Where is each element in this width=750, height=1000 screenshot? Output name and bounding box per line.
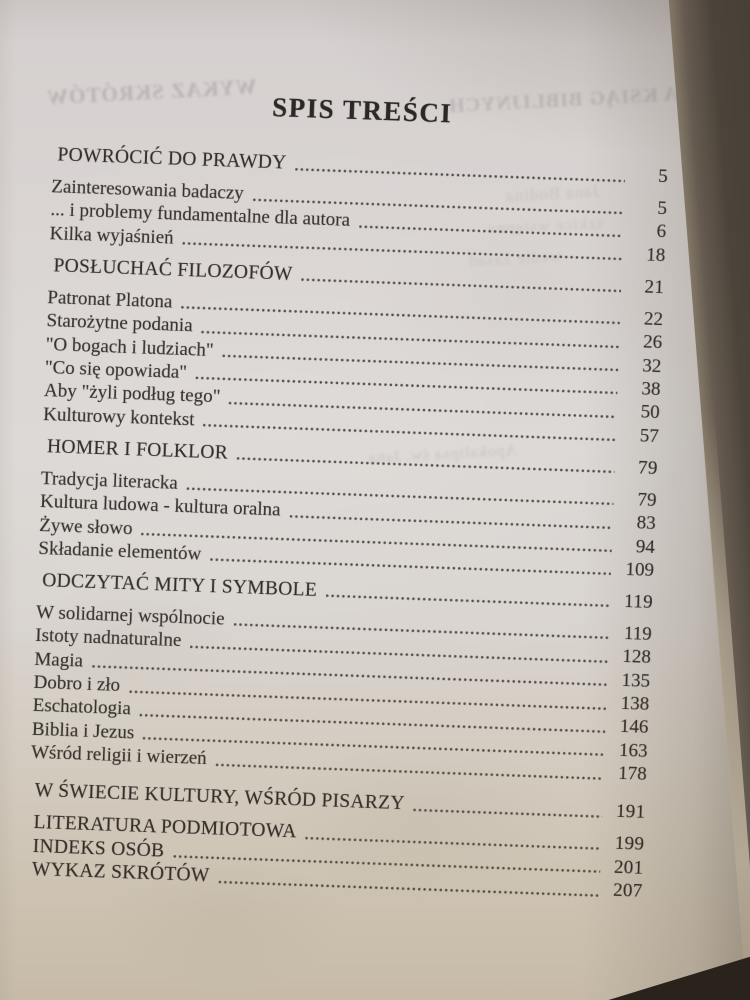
dot-leader bbox=[236, 457, 615, 474]
toc-entry-page: 138 bbox=[620, 692, 650, 715]
toc-entry-page: 201 bbox=[613, 856, 644, 879]
toc-entry-label: "O bogach i ludziach" bbox=[45, 333, 214, 361]
toc-entry-page: 163 bbox=[618, 739, 648, 762]
dot-leader bbox=[182, 242, 623, 261]
toc-entry-label: Biblia i Jezus bbox=[31, 718, 135, 744]
toc-entry-page: 199 bbox=[614, 833, 645, 856]
toc-entry-label: ODCZYTAĆ MITY I SYMBOLE bbox=[41, 570, 318, 601]
toc-entry-page: 5 bbox=[657, 197, 668, 220]
toc-entry-label: POSŁUCHAĆ FILOZOFÓW bbox=[53, 255, 293, 285]
toc-entry-page: 38 bbox=[641, 378, 661, 401]
dot-leader bbox=[325, 594, 610, 608]
dot-leader bbox=[413, 808, 603, 819]
dot-leader bbox=[210, 558, 611, 576]
toc-entry-page: 207 bbox=[612, 879, 643, 902]
toc-entry-label: INDEKS OSÓB bbox=[32, 835, 165, 862]
toc-entry-page: 191 bbox=[615, 801, 646, 824]
toc-entry-label: Kulturowy kontekst bbox=[42, 403, 195, 431]
toc-entry-page: 128 bbox=[622, 646, 652, 669]
dot-leader bbox=[215, 763, 604, 781]
toc-entry-label: Istoty nadnaturalne bbox=[34, 625, 182, 652]
toc-entry-page: 135 bbox=[621, 669, 651, 692]
toc-content: SPIS TREŚCI POWRÓCIĆ DO PRAWDY 5 Zainteres… bbox=[26, 84, 670, 905]
toc-entry-label: W ŚWIECIE KULTURY, WŚRÓD PISARZY bbox=[34, 780, 406, 815]
toc-entry-page: 83 bbox=[636, 512, 657, 535]
toc-entry-page: 22 bbox=[643, 308, 664, 330]
toc-entry-label: Starożytne podania bbox=[46, 310, 194, 337]
toc-entry-page: 94 bbox=[635, 535, 656, 558]
toc-entry-page: 79 bbox=[637, 489, 657, 511]
toc-entry-page: 5 bbox=[657, 165, 669, 188]
toc-entry-label: "Co się opowiada" bbox=[44, 357, 188, 384]
toc-entry-page: 109 bbox=[625, 558, 655, 581]
dot-leader bbox=[203, 423, 616, 442]
toc-entry-label: Kilka wyjaśnień bbox=[49, 222, 175, 249]
toc-entry-label: Aby "żyli podług tego" bbox=[43, 380, 221, 408]
toc-entry-page: 50 bbox=[640, 401, 661, 424]
toc-entry-label: HOMER I FOLKLOR bbox=[46, 435, 229, 464]
toc-entry-label: Eschatologia bbox=[32, 695, 132, 720]
toc-entry-page: 18 bbox=[645, 244, 666, 266]
toc-entry-page: 146 bbox=[619, 716, 649, 739]
toc-entry-label: Żywe słowo bbox=[38, 514, 133, 539]
toc-entry-page: 79 bbox=[637, 457, 659, 479]
toc-entry-page: 26 bbox=[642, 331, 663, 354]
toc-entry-label: Tradycja literacka bbox=[40, 467, 179, 494]
toc-entry-page: 119 bbox=[623, 590, 654, 613]
toc-entry-label: Dobro i zło bbox=[33, 671, 121, 697]
toc-entry-label: WYKAZ SKRÓTÓW bbox=[31, 858, 210, 887]
dot-leader bbox=[301, 278, 622, 293]
dot-leader bbox=[295, 167, 625, 183]
toc-entry-label: Wśród religii i wierzeń bbox=[30, 742, 208, 770]
toc-entry-label: Składanie elementów bbox=[38, 537, 202, 565]
toc-entry-label: POWRÓCIĆ DO PRAWDY bbox=[57, 144, 287, 174]
toc-entry-page: 21 bbox=[644, 276, 665, 298]
toc-entry-label: Patronat Platona bbox=[47, 286, 173, 313]
toc-entry-page: 178 bbox=[617, 763, 648, 786]
toc-entry-page: 32 bbox=[641, 354, 662, 377]
toc-entry-page: 119 bbox=[623, 622, 653, 645]
toc-entry-page: 6 bbox=[656, 221, 667, 243]
toc-entry-label: Magia bbox=[34, 648, 84, 672]
toc-entry-page: 57 bbox=[639, 425, 660, 447]
toc-list: POWRÓCIĆ DO PRAWDY 5 Zainteresowania badac… bbox=[27, 144, 669, 902]
